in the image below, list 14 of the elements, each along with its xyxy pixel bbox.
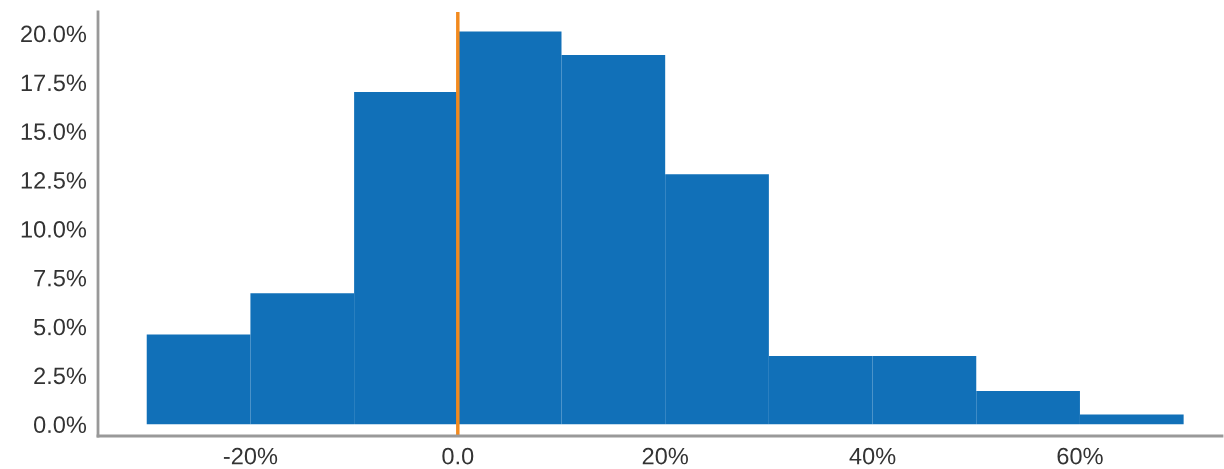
x-tick-label: 60%: [1057, 447, 1103, 465]
y-tick-label: 15.0%: [21, 123, 87, 140]
x-tick-label: 40%: [849, 447, 896, 465]
y-tick-label: 7.5%: [34, 269, 87, 287]
y-tick-label: 10.0%: [21, 220, 87, 238]
x-tick-label: -20%: [223, 447, 278, 465]
y-tick-label: 17.5%: [21, 74, 87, 92]
x-tick-label: 20%: [642, 447, 688, 465]
y-tick-label: 20.0%: [21, 25, 87, 43]
y-tick-label: 2.5%: [34, 367, 87, 385]
y-tick-label: 0.0%: [34, 416, 87, 434]
x-tick-label: 0.0: [442, 447, 474, 465]
y-tick-label: 12.5%: [21, 172, 87, 189]
y-tick-label: 5.0%: [34, 318, 87, 336]
